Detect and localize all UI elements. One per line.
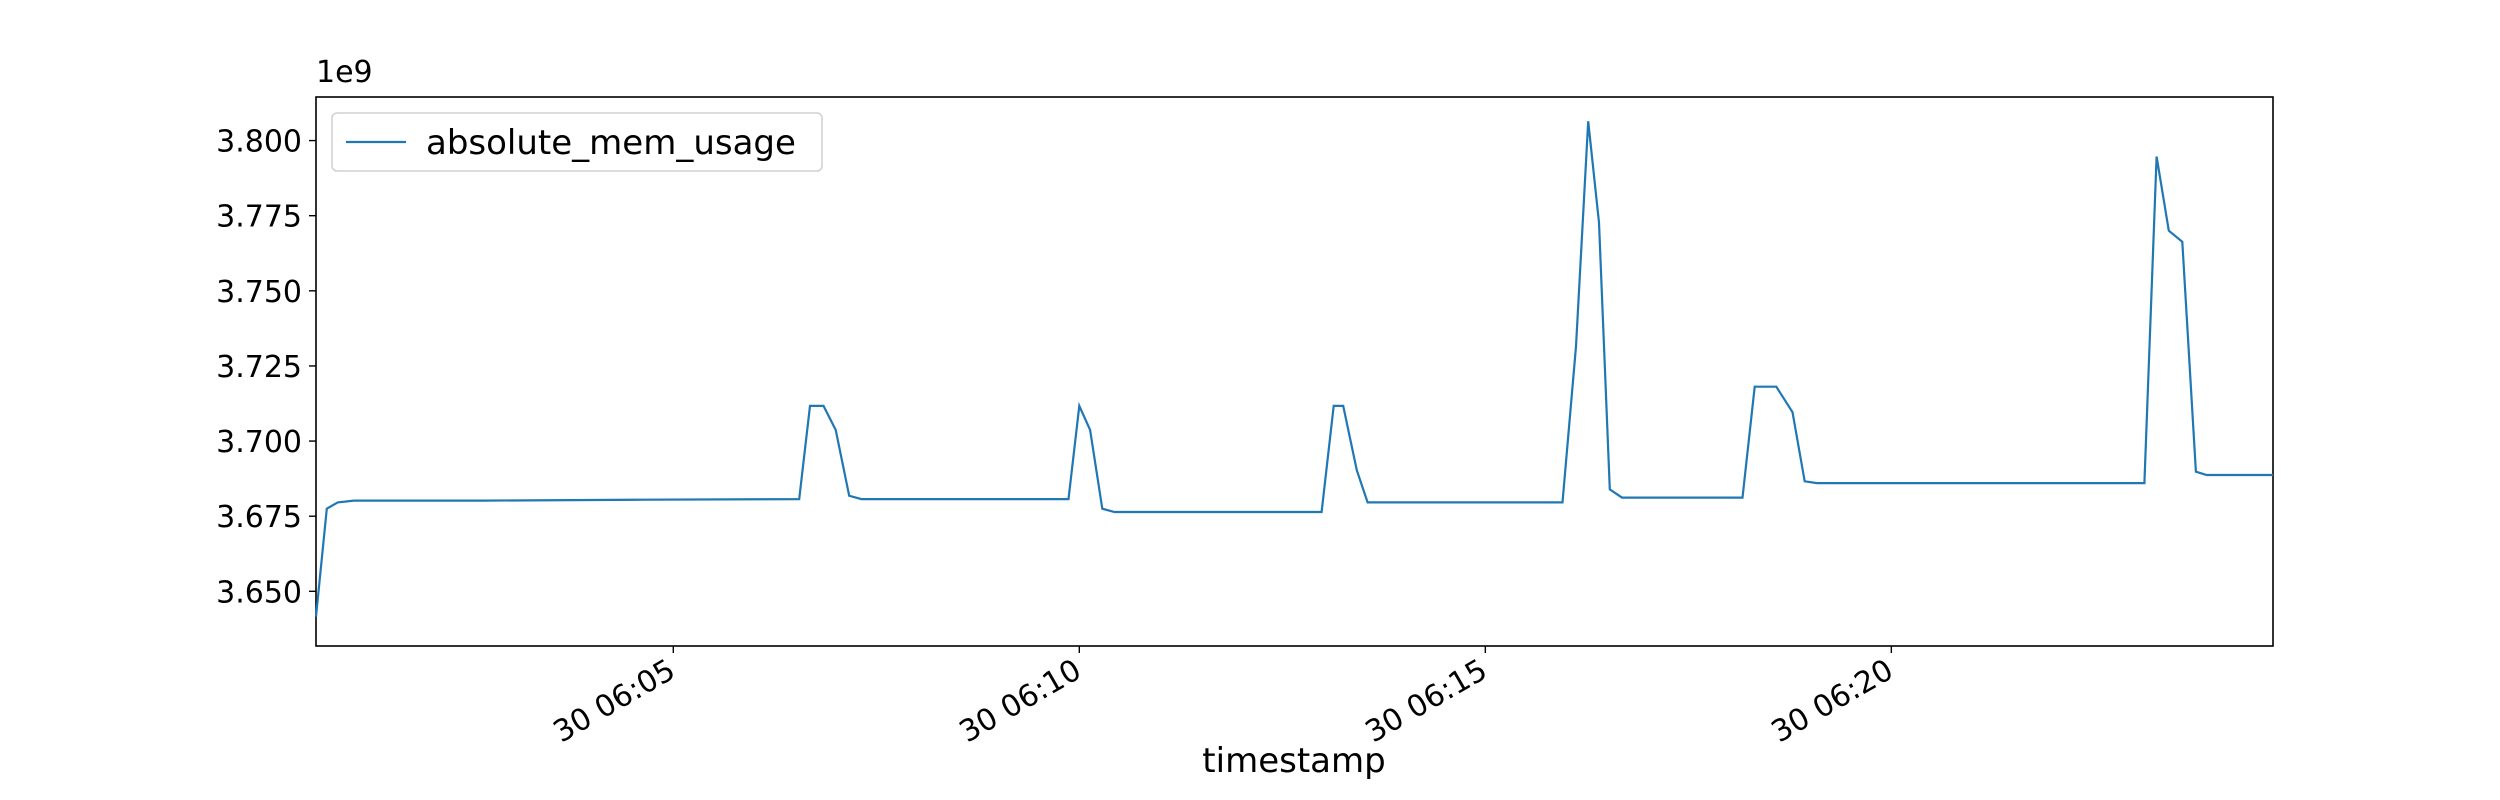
x-tick-label: 30 06:05 [548, 653, 682, 750]
y-tick-label: 3.675 [216, 500, 302, 535]
y-tick-label: 3.650 [216, 575, 302, 610]
y-tick-label: 3.725 [216, 350, 302, 385]
y-offset-label: 1e9 [316, 55, 373, 90]
x-tick-label: 30 06:20 [1766, 653, 1900, 750]
x-axis-label: timestamp [1202, 741, 1385, 781]
plot-frame [315, 96, 2274, 647]
data-line [314, 121, 2273, 617]
x-tick-label: 30 06:15 [1360, 653, 1494, 750]
y-tick-label: 3.700 [216, 425, 302, 460]
legend-box [331, 112, 823, 172]
x-tick-label: 30 06:10 [954, 653, 1088, 750]
y-tick-label: 3.775 [216, 200, 302, 235]
legend-label: absolute_mem_usage [426, 123, 796, 163]
y-tick-label: 3.750 [216, 275, 302, 310]
y-tick-label: 3.800 [216, 125, 302, 160]
